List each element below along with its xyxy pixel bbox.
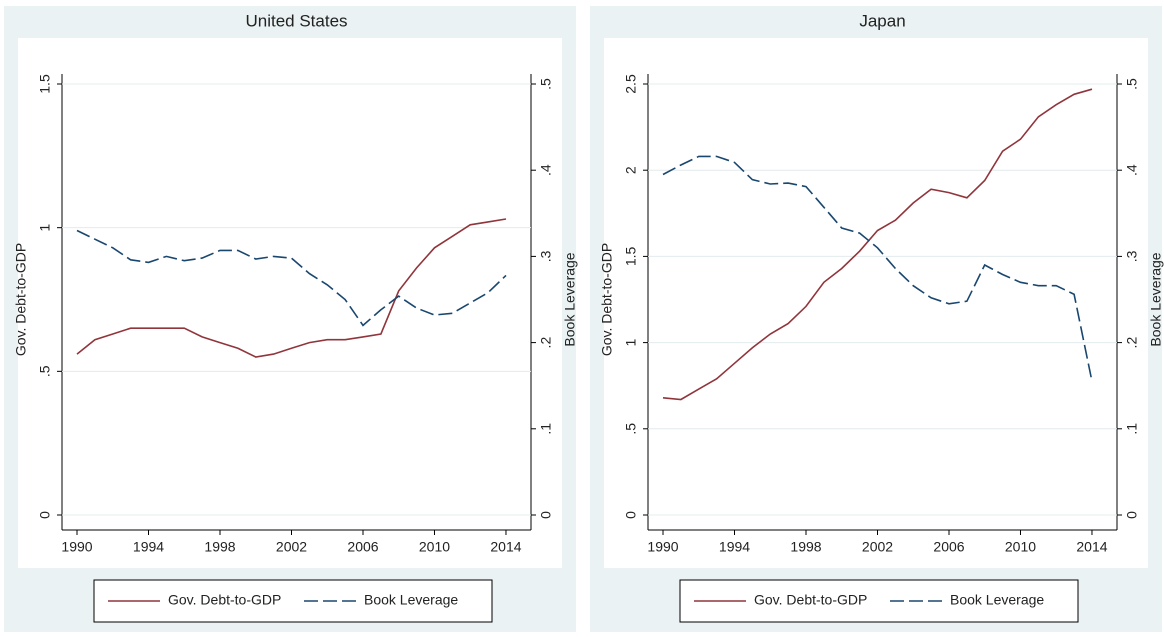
y2-tick-label: .2	[538, 337, 554, 349]
x-tick-label: 2010	[419, 539, 450, 555]
y2-axis-title: Book Leverage	[1148, 252, 1164, 346]
y2-axis-title: Book Leverage	[562, 252, 578, 346]
legend-label: Gov. Debt-to-GDP	[754, 592, 867, 608]
y2-tick-label: 0	[538, 511, 554, 519]
series-line	[662, 155, 1093, 382]
y2-tick-label: .1	[538, 423, 554, 435]
y-tick-label: 2.5	[623, 74, 639, 94]
y-tick-label: 1.5	[623, 246, 639, 266]
y-axis-title: Gov. Debt-to-GDP	[599, 243, 615, 356]
x-tick-label: 2006	[933, 539, 964, 555]
y2-tick-label: .3	[1124, 250, 1140, 262]
legend-label: Gov. Debt-to-GDP	[168, 592, 281, 608]
legend-box	[679, 579, 1079, 623]
plot-region	[18, 38, 562, 568]
x-tick-label: 1990	[647, 539, 678, 555]
x-tick-label: 1990	[61, 539, 92, 555]
y-tick-label: 1	[37, 224, 53, 232]
y2-tick-label: .5	[538, 78, 554, 90]
y-tick-label: 1	[623, 338, 639, 346]
y-tick-label: 2	[623, 166, 639, 174]
x-tick-label: 1994	[719, 539, 750, 555]
y2-tick-label: .1	[1124, 423, 1140, 435]
chart-title: United States	[245, 11, 347, 30]
y-tick-label: 0	[37, 511, 53, 519]
series-line	[662, 88, 1093, 401]
x-tick-label: 1994	[133, 539, 164, 555]
y2-tick-label: .4	[1124, 164, 1140, 176]
y-tick-label: 1.5	[37, 74, 53, 94]
y-tick-label: 0	[623, 511, 639, 519]
x-tick-label: 1998	[204, 539, 235, 555]
series-line	[76, 218, 507, 358]
x-tick-label: 2002	[862, 539, 893, 555]
x-tick-label: 2006	[347, 539, 378, 555]
x-tick-label: 2014	[1076, 539, 1107, 555]
y2-tick-label: .5	[1124, 78, 1140, 90]
y-tick-label: .5	[623, 423, 639, 435]
y2-tick-label: 0	[1124, 511, 1140, 519]
legend-label: Book Leverage	[364, 592, 458, 608]
chart-title: Japan	[859, 11, 905, 30]
x-tick-label: 2010	[1005, 539, 1036, 555]
series-line	[76, 229, 507, 327]
y2-tick-label: .4	[538, 164, 554, 176]
legend-box	[93, 579, 493, 623]
x-tick-label: 1998	[790, 539, 821, 555]
legend-label: Book Leverage	[950, 592, 1044, 608]
y2-tick-label: .2	[1124, 337, 1140, 349]
y2-tick-label: .3	[538, 250, 554, 262]
y-axis-title: Gov. Debt-to-GDP	[13, 243, 29, 356]
plot-region	[604, 38, 1148, 568]
x-tick-label: 2002	[276, 539, 307, 555]
y-tick-label: .5	[37, 365, 53, 377]
x-tick-label: 2014	[490, 539, 521, 555]
